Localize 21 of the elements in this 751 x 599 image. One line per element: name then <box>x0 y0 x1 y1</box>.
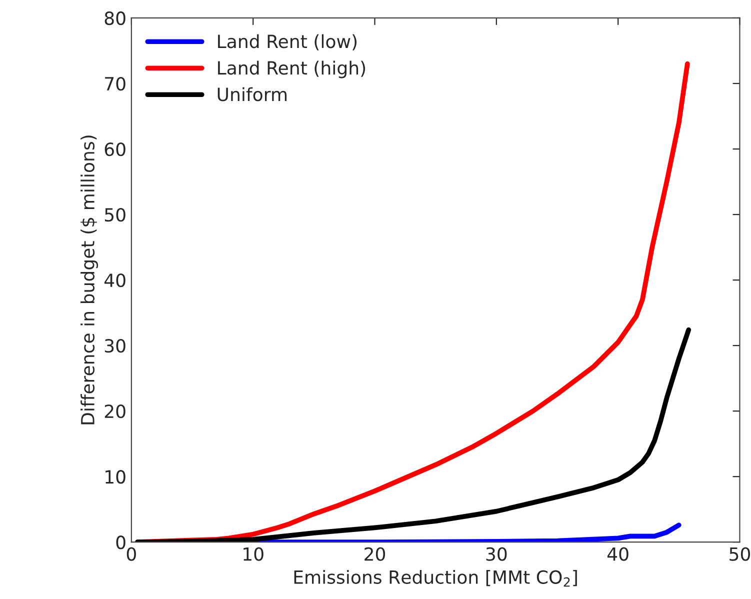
y-tick-label: 20 <box>104 404 126 418</box>
x-tick-label: 50 <box>730 547 750 561</box>
line-series <box>135 327 692 542</box>
x-tick-label: 10 <box>244 547 264 561</box>
y-tick-label: 30 <box>104 339 126 353</box>
legend-label: Land Rent (low) <box>218 34 357 50</box>
x-tick-label: 40 <box>607 547 628 561</box>
y-tick-label: 10 <box>106 470 126 484</box>
y-tick-label: 40 <box>104 273 126 288</box>
x-axis-title: Emissions Reduction [MMt CO$_{2}$] <box>294 570 577 587</box>
y-tick-label: 70 <box>105 76 126 91</box>
x-tick-label: 0 <box>126 547 136 561</box>
y-tick-label: 80 <box>104 11 126 26</box>
y-axis-title: Difference in budget ($ millions) <box>80 136 98 424</box>
y-tick-label: 0 <box>116 536 126 550</box>
x-tick-label: 20 <box>364 547 386 561</box>
x-tick-label: 30 <box>486 547 507 561</box>
legend-label: Land Rent (high) <box>218 60 366 78</box>
legend-label: Uniform <box>218 87 287 102</box>
y-tick-label: 50 <box>104 208 126 222</box>
y-tick-label: 60 <box>104 142 126 156</box>
